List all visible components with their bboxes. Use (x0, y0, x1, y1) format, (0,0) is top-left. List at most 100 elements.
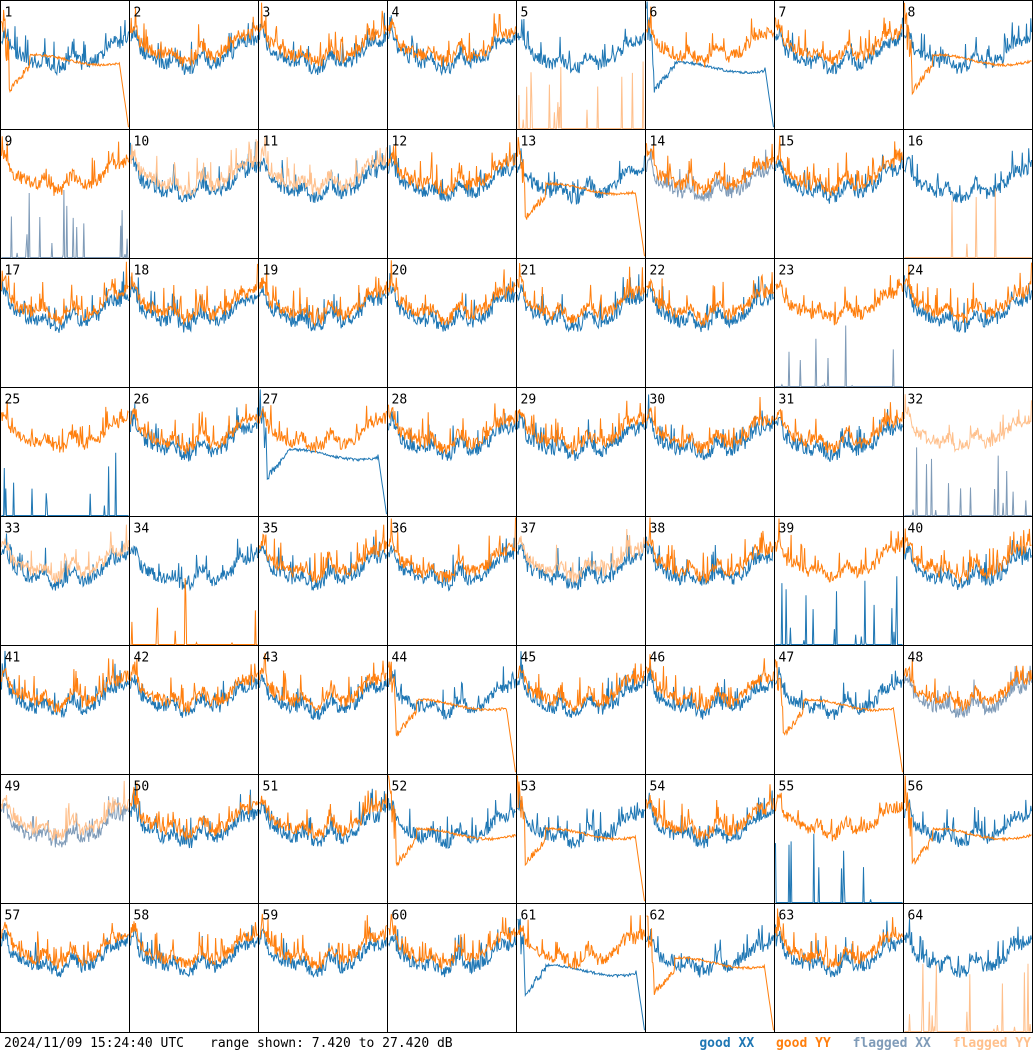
panel-label: 2 (134, 6, 142, 21)
series-xx (904, 799, 1032, 848)
panel-frame (258, 903, 388, 1033)
panel-37: 37 (516, 516, 646, 646)
panel-34: 34 (129, 516, 259, 646)
panel-19: 19 (258, 258, 388, 388)
panel-label: 1 (5, 6, 13, 21)
series-xx (775, 667, 903, 720)
panel-label: 48 (908, 651, 924, 666)
panel-40: 40 (903, 516, 1033, 646)
series-yy (1, 261, 129, 325)
panel-1: 1 (0, 0, 130, 130)
timestamp: 2024/11/09 15:24:40 UTC (4, 1036, 185, 1051)
panel-label: 52 (392, 780, 408, 795)
series-yy (130, 578, 258, 645)
series-yy (259, 790, 387, 841)
series-xx (1, 533, 129, 591)
series-xx (130, 668, 258, 718)
panel-label: 22 (650, 264, 666, 279)
panel-label: 51 (263, 780, 279, 795)
series-yy (646, 272, 774, 328)
panel-45: 45 (516, 645, 646, 775)
series-xx (517, 789, 645, 849)
panel-label: 64 (908, 909, 924, 924)
series-yy (1, 136, 129, 196)
panel-2: 2 (129, 0, 259, 130)
panel-frame (645, 258, 775, 388)
series-xx (646, 1, 774, 128)
panel-label: 36 (392, 522, 408, 537)
panel-frame (129, 0, 259, 130)
panel-label: 57 (5, 909, 21, 924)
panel-9: 9 (0, 129, 130, 259)
panel-label: 5 (521, 6, 529, 21)
panel-label: 4 (392, 6, 400, 21)
panel-frame (0, 903, 130, 1033)
panel-label: 17 (5, 264, 21, 279)
panel-8: 8 (903, 0, 1033, 130)
panel-label: 28 (392, 393, 408, 408)
series-xx (904, 447, 1032, 516)
panel-16: 16 (903, 129, 1033, 259)
panel-label: 8 (908, 6, 916, 21)
panel-31: 31 (774, 387, 904, 517)
series-yy (259, 913, 387, 970)
panel-frame (774, 258, 904, 388)
series-yy (904, 188, 1032, 258)
panel-frame (387, 0, 517, 130)
series-xx (1, 19, 129, 77)
panel-46: 46 (645, 645, 775, 775)
panel-label: 59 (263, 909, 279, 924)
series-yy (904, 262, 1032, 324)
panel-frame (903, 387, 1033, 517)
series-yy (646, 143, 774, 195)
series-xx (1, 452, 129, 516)
series-xx (517, 18, 645, 74)
legend-good-xx: good XX (699, 1036, 755, 1051)
panel-59: 59 (258, 903, 388, 1033)
panel-44: 44 (387, 645, 517, 775)
series-yy (904, 394, 1032, 453)
series-xx (259, 150, 387, 203)
panel-label: 31 (779, 393, 795, 408)
series-yy (904, 775, 1032, 866)
panel-label: 47 (779, 651, 795, 666)
series-xx (646, 394, 774, 461)
panel-33: 33 (0, 516, 130, 646)
panel-frame (516, 387, 646, 517)
panel-label: 23 (779, 264, 795, 279)
panel-label: 15 (779, 135, 795, 150)
series-yy (775, 792, 903, 842)
series-xx (388, 666, 516, 721)
series-yy (904, 963, 1032, 1032)
panel-label: 11 (263, 135, 279, 150)
panel-57: 57 (0, 903, 130, 1033)
panel-label: 14 (650, 135, 666, 150)
panel-63: 63 (774, 903, 904, 1033)
panel-label: 42 (134, 651, 150, 666)
panel-label: 6 (650, 6, 658, 21)
panel-26: 26 (129, 387, 259, 517)
panel-30: 30 (645, 387, 775, 517)
series-xx (517, 918, 645, 1031)
panel-13: 13 (516, 129, 646, 259)
series-yy (1, 524, 129, 584)
series-yy (259, 2, 387, 67)
series-yy (517, 775, 645, 902)
series-yy (130, 8, 258, 67)
series-xx (517, 274, 645, 333)
panel-frame (516, 258, 646, 388)
panel-label: 37 (521, 522, 537, 537)
panel-frame (0, 774, 130, 904)
series-yy (130, 403, 258, 455)
series-xx (904, 148, 1032, 204)
series-yy (1, 921, 129, 970)
panel-label: 58 (134, 909, 150, 924)
series-yy (775, 659, 903, 773)
panel-24: 24 (903, 258, 1033, 388)
panel-label: 18 (134, 264, 150, 279)
panel-label: 10 (134, 135, 150, 150)
series-xx (388, 793, 516, 849)
panel-61: 61 (516, 903, 646, 1033)
series-xx (1, 929, 129, 978)
panel-label: 32 (908, 393, 924, 408)
